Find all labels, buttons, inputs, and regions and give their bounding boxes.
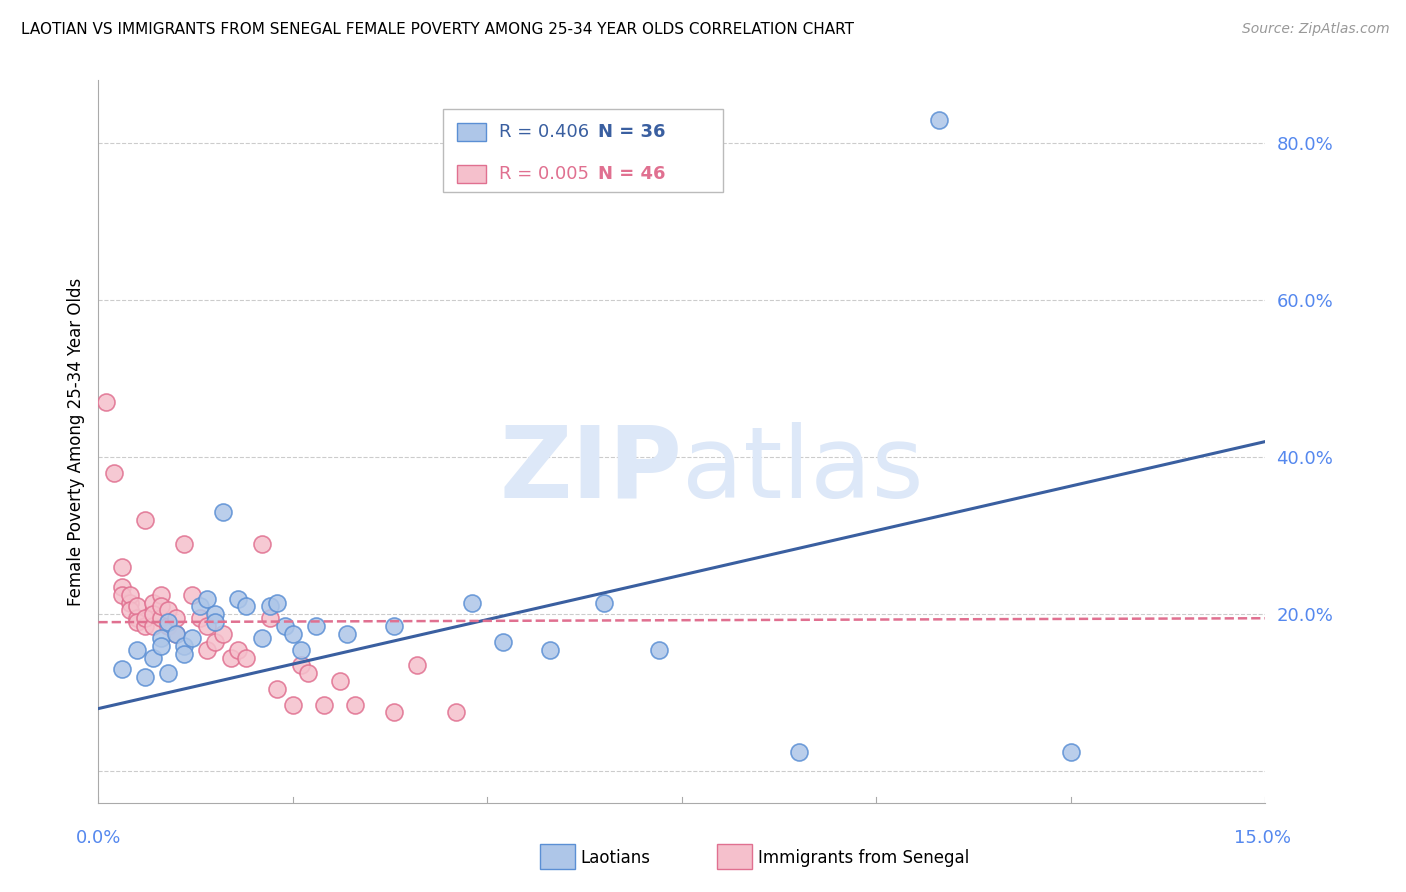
Point <box>259 611 281 625</box>
Point <box>149 631 172 645</box>
Point <box>142 607 165 622</box>
Point <box>219 650 242 665</box>
Point <box>127 615 149 630</box>
Point <box>103 466 125 480</box>
Point <box>446 706 468 720</box>
Point <box>312 698 335 712</box>
Point <box>173 536 195 550</box>
Point <box>266 595 288 609</box>
Text: ZIP: ZIP <box>499 422 682 519</box>
Text: R = 0.406: R = 0.406 <box>499 123 589 142</box>
Point <box>259 599 281 614</box>
Text: N = 46: N = 46 <box>598 165 665 183</box>
Point <box>204 615 226 630</box>
Point <box>142 619 165 633</box>
Point <box>235 599 257 614</box>
Point <box>250 631 273 645</box>
Point <box>406 658 429 673</box>
Point <box>195 642 218 657</box>
Point <box>157 666 180 681</box>
Point <box>204 607 226 622</box>
Point <box>127 599 149 614</box>
Point <box>281 698 304 712</box>
Point <box>180 631 202 645</box>
Point <box>461 595 484 609</box>
Point <box>165 627 187 641</box>
Point <box>382 706 405 720</box>
Point <box>118 595 141 609</box>
Point <box>149 599 172 614</box>
Point <box>492 635 515 649</box>
Point <box>142 650 165 665</box>
Point <box>118 588 141 602</box>
Text: Source: ZipAtlas.com: Source: ZipAtlas.com <box>1241 22 1389 37</box>
Point <box>344 698 367 712</box>
Point <box>180 588 202 602</box>
Point <box>118 603 141 617</box>
Y-axis label: Female Poverty Among 25-34 Year Olds: Female Poverty Among 25-34 Year Olds <box>66 277 84 606</box>
Point <box>165 611 187 625</box>
Text: LAOTIAN VS IMMIGRANTS FROM SENEGAL FEMALE POVERTY AMONG 25-34 YEAR OLDS CORRELAT: LAOTIAN VS IMMIGRANTS FROM SENEGAL FEMAL… <box>21 22 853 37</box>
Point <box>157 603 180 617</box>
Point <box>195 591 218 606</box>
Point <box>266 681 288 696</box>
Text: N = 36: N = 36 <box>598 123 665 142</box>
Point <box>290 658 312 673</box>
FancyBboxPatch shape <box>457 165 486 183</box>
Point <box>134 670 156 684</box>
Point <box>647 642 669 657</box>
Point <box>142 595 165 609</box>
Point <box>111 580 134 594</box>
Point <box>127 642 149 657</box>
Point <box>173 639 195 653</box>
Point <box>250 536 273 550</box>
Text: R = 0.005: R = 0.005 <box>499 165 589 183</box>
Point <box>134 611 156 625</box>
Point <box>127 611 149 625</box>
Point <box>204 635 226 649</box>
Point <box>173 647 195 661</box>
Point <box>274 619 297 633</box>
Point <box>188 611 211 625</box>
Text: atlas: atlas <box>682 422 924 519</box>
Text: 0.0%: 0.0% <box>76 829 121 847</box>
Point <box>538 642 561 657</box>
Point <box>228 642 250 657</box>
Point <box>212 627 235 641</box>
Text: Immigrants from Senegal: Immigrants from Senegal <box>758 849 969 867</box>
Point <box>297 666 319 681</box>
Point <box>165 627 187 641</box>
Point <box>157 615 180 630</box>
Point <box>195 619 218 633</box>
Point <box>96 395 118 409</box>
Point <box>593 595 616 609</box>
Point <box>382 619 405 633</box>
Point <box>1060 745 1083 759</box>
FancyBboxPatch shape <box>443 109 723 193</box>
Point <box>111 560 134 574</box>
Point <box>134 619 156 633</box>
Point <box>928 112 950 127</box>
Point <box>336 627 359 641</box>
Point <box>305 619 328 633</box>
Point <box>787 745 810 759</box>
Point <box>290 642 312 657</box>
Point <box>281 627 304 641</box>
Point <box>149 639 172 653</box>
Point <box>188 599 211 614</box>
Point <box>212 505 235 519</box>
Point <box>228 591 250 606</box>
Text: Laotians: Laotians <box>581 849 651 867</box>
Point <box>111 588 134 602</box>
Point <box>157 619 180 633</box>
Point <box>111 662 134 676</box>
Point <box>149 611 172 625</box>
Point <box>134 513 156 527</box>
Text: 15.0%: 15.0% <box>1234 829 1291 847</box>
Point <box>149 588 172 602</box>
Point <box>235 650 257 665</box>
Point <box>329 674 352 689</box>
FancyBboxPatch shape <box>457 123 486 141</box>
